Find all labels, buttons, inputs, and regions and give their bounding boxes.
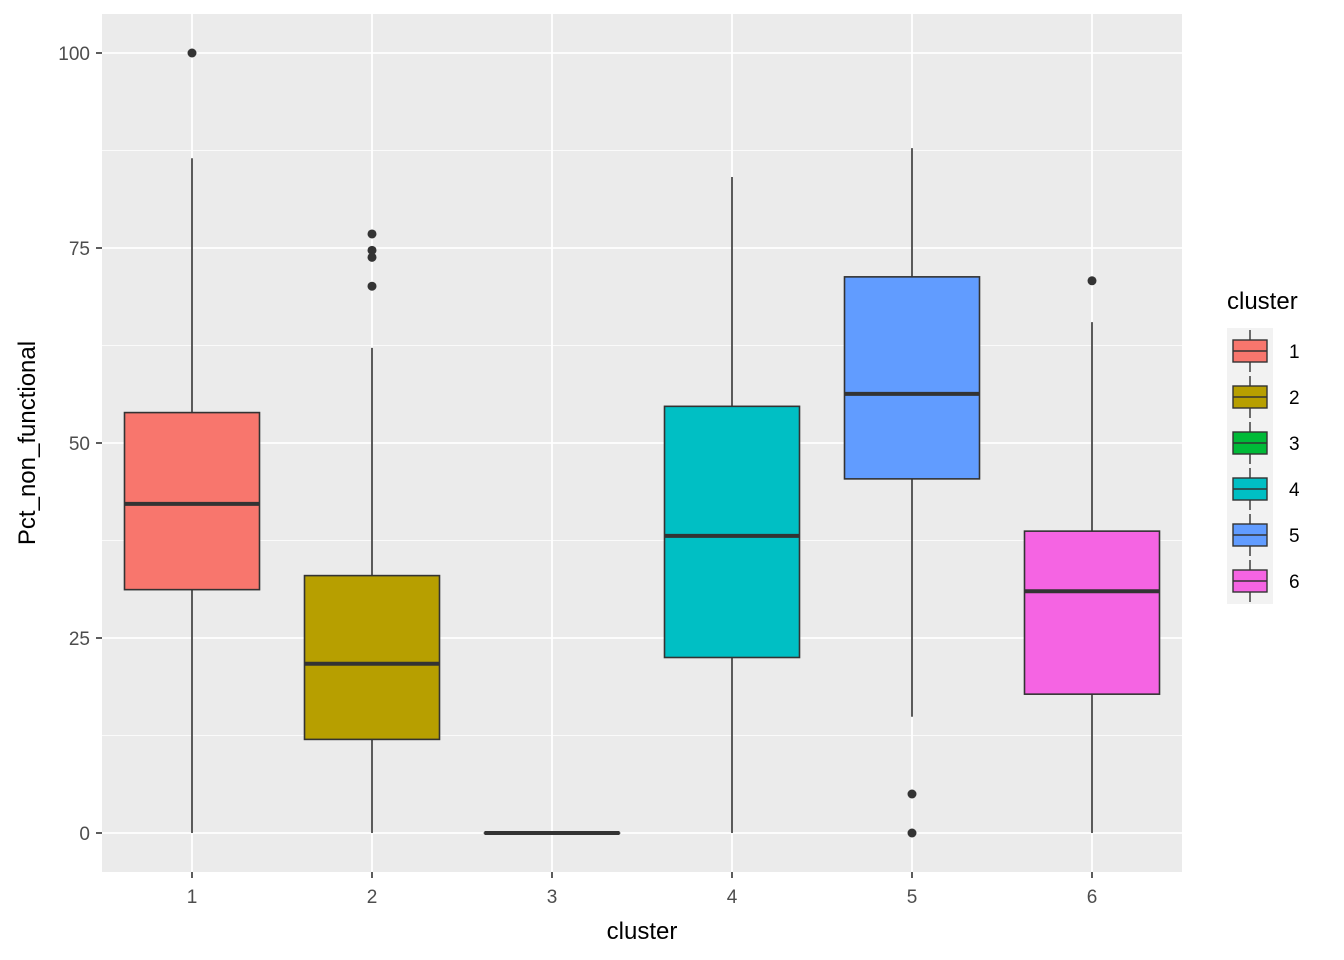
outlier-point [367,281,377,291]
grid-minor [102,150,1182,736]
box-cluster-2 [303,229,441,833]
legend-entry-2: 2 [1232,376,1300,418]
box-body [663,405,801,659]
legend-entry-4: 4 [1232,468,1300,510]
y-axis: 0 25 50 75 100 [58,44,102,845]
legend-entry-1: 1 [1232,330,1300,372]
legend-key-background [1227,328,1273,604]
legend-label: 6 [1289,572,1300,593]
box-cluster-5 [843,148,981,838]
outlier-point [367,229,377,239]
x-tick-label: 1 [187,887,198,908]
box-cluster-6 [1023,276,1161,833]
y-tick-label: 25 [69,629,90,650]
box-body [843,276,981,480]
legend-label: 1 [1289,342,1300,363]
legend: cluster 1 2 3 4 5 6 [1227,288,1300,604]
outlier-point [367,245,377,255]
outlier-point [907,828,917,838]
outlier-point [187,48,197,58]
box-body [123,411,261,591]
boxes [123,48,1161,838]
box-body [1023,530,1161,695]
x-tick-label: 6 [1087,887,1098,908]
legend-entry-6: 6 [1232,560,1300,602]
outlier-point [367,252,377,262]
legend-title: cluster [1227,288,1298,315]
legend-entry-5: 5 [1232,514,1300,556]
y-tick-label: 75 [69,239,90,260]
legend-label: 4 [1289,480,1300,501]
x-tick-label: 2 [367,887,378,908]
box-body [303,574,441,741]
x-axis-title: cluster [607,918,678,945]
legend-label: 5 [1289,526,1300,547]
box-cluster-4 [663,177,801,833]
x-axis: 1 2 3 4 5 6 [187,872,1098,908]
legend-entry-3: 3 [1232,422,1300,464]
x-tick-label: 3 [547,887,558,908]
box-cluster-1 [123,48,261,833]
y-tick-label: 100 [58,44,90,65]
outlier-point [1087,276,1097,286]
x-tick-label: 4 [727,887,738,908]
y-tick-label: 0 [79,824,90,845]
x-tick-label: 5 [907,887,918,908]
y-tick-label: 50 [69,434,90,455]
y-axis-title: Pct_non_functional [14,341,41,545]
outlier-point [907,789,917,799]
legend-label: 3 [1289,434,1300,455]
legend-label: 2 [1289,388,1300,409]
